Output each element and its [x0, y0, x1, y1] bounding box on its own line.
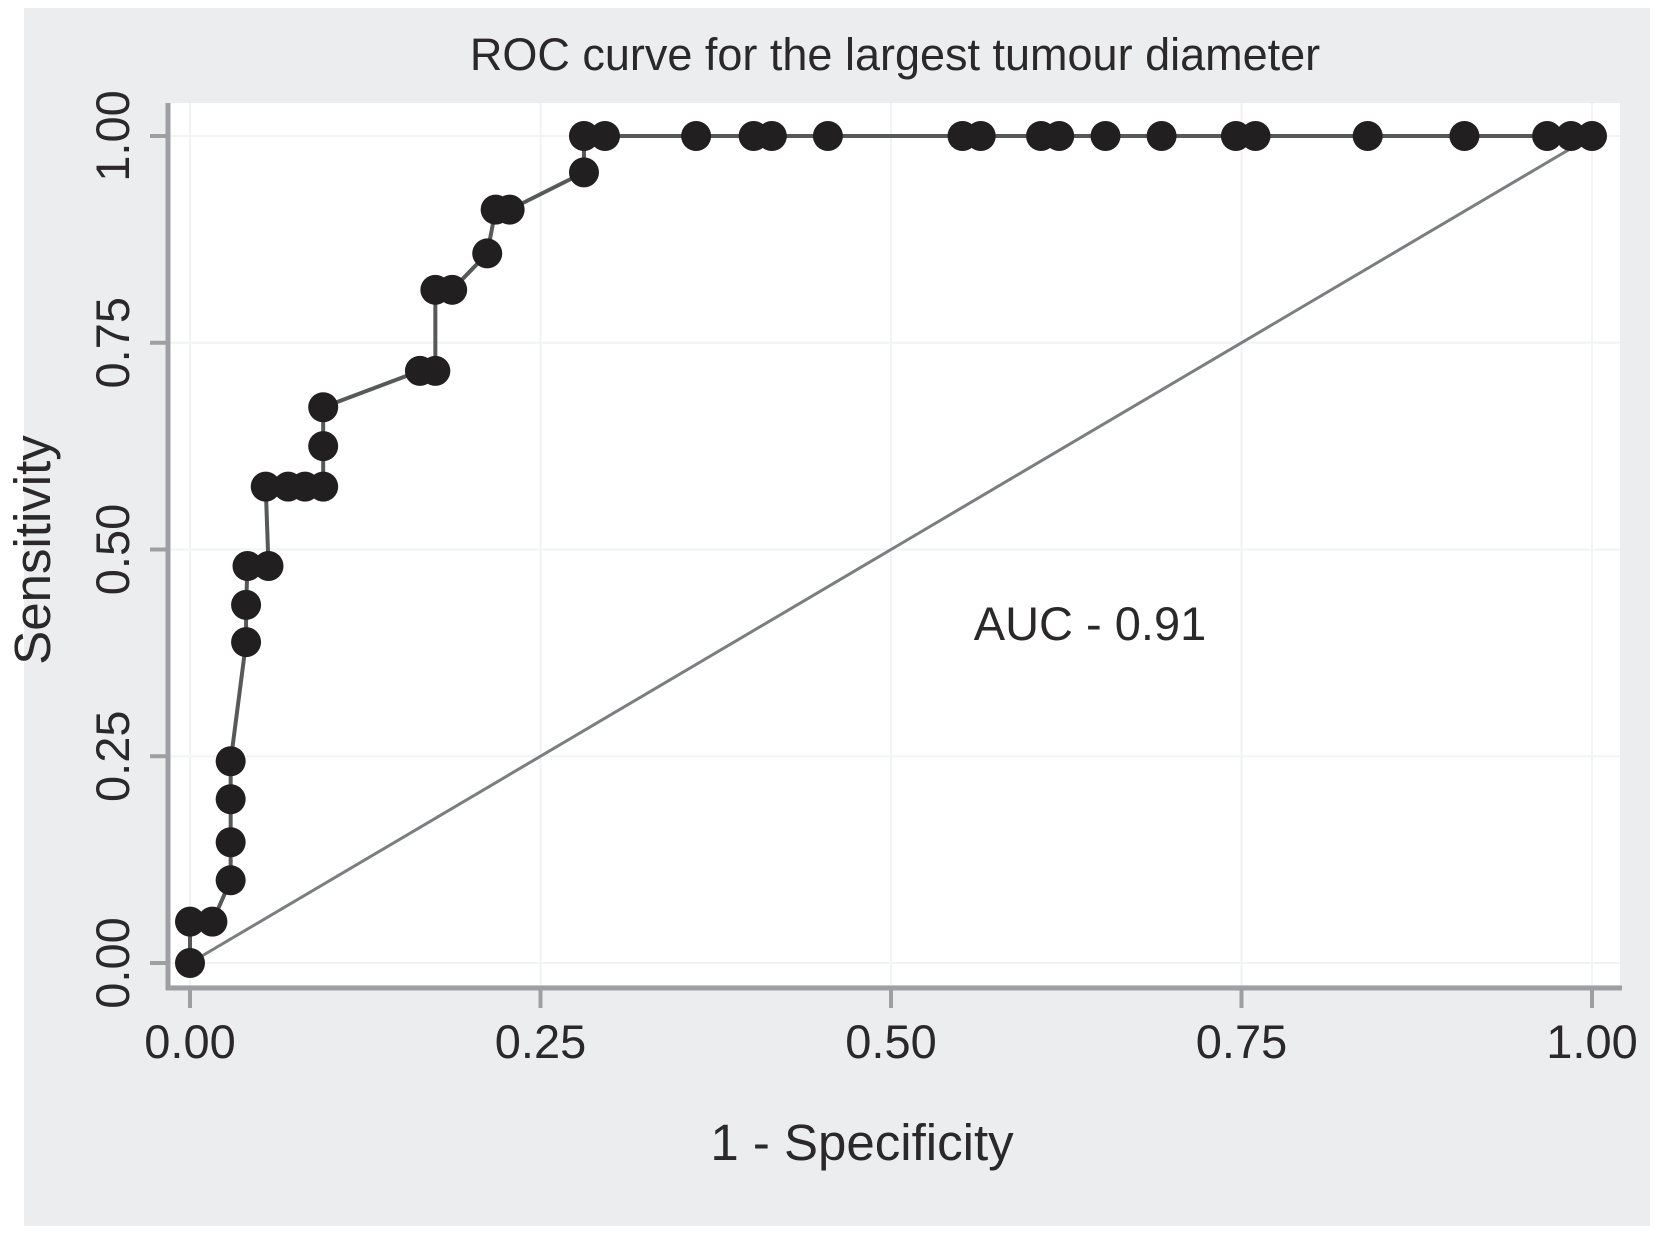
roc-data-point: [589, 121, 620, 151]
x-tick-labels: 0.00 0.25 0.50 0.75 1.00: [144, 1015, 1637, 1068]
auc-annotation: AUC - 0.91: [974, 597, 1206, 650]
axis-tick-marks: [150, 134, 1594, 1008]
x-tick-label: 0.25: [495, 1015, 586, 1068]
roc-data-point: [231, 627, 262, 658]
roc-data-point: [215, 746, 246, 777]
y-tick-label: 0.75: [86, 297, 139, 388]
roc-data-point: [568, 157, 599, 188]
x-tick-label: 0.00: [144, 1015, 235, 1068]
x-axis-label: 1 - Specificity: [710, 1114, 1014, 1171]
roc-data-point: [1146, 121, 1177, 151]
roc-data-point: [1240, 121, 1271, 151]
diagonal-reference-line: [189, 134, 1593, 965]
roc-data-point: [253, 551, 284, 582]
roc-data-point: [437, 274, 468, 305]
roc-data-point: [231, 589, 262, 620]
roc-data-point: [568, 121, 599, 151]
roc-data-point: [1577, 121, 1607, 151]
roc-data-point: [494, 194, 525, 225]
roc-data-point: [215, 784, 246, 815]
roc-data-point: [1449, 121, 1480, 151]
roc-data-point: [1044, 121, 1075, 151]
roc-data-point: [175, 948, 205, 978]
roc-data-point: [756, 121, 787, 151]
roc-data-point: [232, 551, 263, 582]
x-tick-label: 0.75: [1196, 1015, 1287, 1068]
roc-data-point: [197, 906, 228, 937]
roc-data-point: [308, 471, 339, 502]
x-tick-label: 0.50: [845, 1015, 936, 1068]
roc-data-point: [1090, 121, 1121, 151]
chart-title: ROC curve for the largest tumour diamete…: [470, 29, 1320, 80]
y-tick-labels: 0.00 0.25 0.50 0.75 1.00: [86, 90, 139, 1008]
y-tick-label: 0.25: [86, 711, 139, 802]
roc-data-point: [1555, 121, 1586, 151]
y-tick-label: 0.50: [86, 504, 139, 595]
roc-data-point: [420, 355, 451, 386]
roc-data-point: [215, 827, 246, 858]
roc-data-point: [472, 238, 503, 269]
roc-data-point: [1532, 121, 1563, 151]
plot-panel: [170, 103, 1620, 985]
roc-data-point: [812, 121, 843, 151]
roc-data-point: [250, 471, 281, 502]
roc-data-point: [1352, 121, 1383, 151]
y-axis-label: Sensitivity: [4, 435, 61, 665]
roc-data-point: [175, 906, 205, 937]
roc-data-point: [965, 121, 996, 151]
roc-data-point: [681, 121, 712, 151]
y-tick-label: 0.00: [86, 917, 139, 1008]
x-tick-label: 1.00: [1546, 1015, 1637, 1068]
roc-data-point: [308, 392, 339, 423]
roc-data-point: [308, 431, 339, 462]
roc-data-point: [215, 865, 246, 896]
y-tick-label: 1.00: [86, 90, 139, 181]
roc-curve-points: [175, 121, 1607, 978]
axis-lines: [165, 103, 1622, 991]
reference-diagonal: [189, 134, 1593, 965]
